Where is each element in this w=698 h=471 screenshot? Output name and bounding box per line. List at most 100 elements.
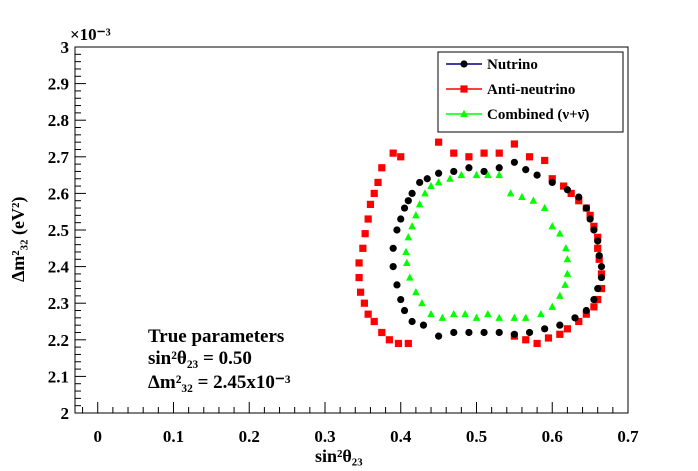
y-tick-label: 2.4 bbox=[48, 258, 70, 277]
data-point bbox=[556, 321, 564, 329]
data-point bbox=[480, 167, 488, 176]
data-point bbox=[461, 309, 469, 318]
data-point bbox=[450, 328, 458, 337]
data-point bbox=[427, 181, 435, 190]
data-point bbox=[408, 189, 416, 197]
data-point bbox=[544, 334, 553, 342]
x-axis-title: sin²θ₂₃ bbox=[315, 446, 363, 466]
data-point bbox=[495, 170, 504, 179]
data-point bbox=[594, 237, 602, 245]
annotation: True parameters sin²θ₂₃ = 0.50 Δm²₃₂ = 2… bbox=[148, 326, 291, 393]
data-point bbox=[435, 169, 443, 177]
data-point bbox=[415, 200, 424, 208]
data-point bbox=[397, 153, 405, 161]
data-point bbox=[506, 189, 515, 197]
data-point bbox=[525, 328, 534, 337]
data-point bbox=[567, 189, 575, 197]
data-point bbox=[408, 317, 416, 326]
data-point bbox=[541, 325, 549, 333]
data-point bbox=[450, 167, 458, 176]
data-point bbox=[522, 166, 530, 174]
data-point bbox=[597, 273, 606, 282]
y-tick-label: 2.1 bbox=[48, 367, 69, 386]
legend: Nutrino Anti-neutrino Combined (ν+ν̄) bbox=[437, 51, 624, 133]
data-point bbox=[556, 291, 564, 299]
annotation-line-2: sin²θ₂₃ = 0.50 bbox=[148, 348, 252, 369]
data-point bbox=[400, 204, 409, 212]
y-tick-label: 2.9 bbox=[48, 75, 69, 94]
data-point bbox=[446, 174, 454, 182]
data-point bbox=[421, 189, 429, 197]
data-point bbox=[450, 149, 458, 157]
data-point bbox=[374, 178, 382, 187]
data-point bbox=[389, 263, 397, 271]
legend-marker bbox=[460, 85, 468, 93]
data-point bbox=[397, 295, 405, 304]
data-point bbox=[393, 226, 401, 234]
data-point bbox=[408, 222, 416, 230]
x-tick-label: 0.6 bbox=[542, 427, 563, 446]
data-point bbox=[400, 306, 409, 315]
data-point bbox=[394, 339, 403, 348]
data-point bbox=[389, 244, 397, 252]
data-point bbox=[385, 336, 393, 344]
legend-marker bbox=[460, 60, 468, 68]
data-point bbox=[406, 273, 414, 281]
y-tick-label: 2 bbox=[61, 404, 70, 423]
data-point bbox=[563, 269, 572, 277]
y-axis-title: Δm²₃₂ (eV²) bbox=[8, 197, 29, 282]
data-point bbox=[449, 309, 458, 318]
series-layer bbox=[355, 138, 606, 348]
y-tick-label: 2.3 bbox=[48, 294, 69, 313]
x-tick-label: 0.1 bbox=[163, 427, 184, 446]
data-point bbox=[594, 295, 602, 304]
data-point bbox=[595, 252, 603, 260]
data-point bbox=[510, 158, 518, 166]
data-point bbox=[484, 170, 492, 179]
data-point bbox=[416, 178, 424, 187]
legend-label: Combined (ν+ν̄) bbox=[487, 107, 589, 123]
data-point bbox=[359, 244, 367, 252]
y-tick-label: 2.7 bbox=[48, 148, 70, 167]
data-point bbox=[495, 328, 503, 337]
data-point bbox=[590, 226, 598, 234]
data-point bbox=[378, 328, 386, 337]
y-tick-label: 2.8 bbox=[48, 111, 69, 130]
data-point bbox=[404, 233, 413, 241]
data-point bbox=[575, 317, 583, 326]
data-point bbox=[360, 299, 368, 307]
data-point bbox=[521, 313, 530, 321]
data-point bbox=[404, 339, 412, 348]
data-point bbox=[378, 164, 386, 172]
data-point bbox=[594, 284, 602, 293]
data-point bbox=[412, 288, 420, 296]
series-2 bbox=[402, 170, 572, 321]
data-point bbox=[537, 309, 545, 318]
data-point bbox=[510, 140, 518, 148]
data-point bbox=[563, 186, 571, 194]
data-point bbox=[575, 193, 583, 201]
data-point bbox=[366, 200, 375, 208]
data-point bbox=[435, 332, 443, 340]
data-point bbox=[563, 255, 572, 263]
x-tick-label: 0 bbox=[93, 427, 102, 446]
data-point bbox=[586, 215, 594, 223]
legend-label: Anti-neutrino bbox=[487, 82, 575, 98]
annotation-line-1: True parameters bbox=[148, 326, 284, 347]
data-point bbox=[355, 259, 363, 267]
data-point bbox=[597, 270, 606, 278]
data-point bbox=[495, 313, 504, 321]
data-point bbox=[541, 156, 549, 165]
data-point bbox=[370, 189, 378, 197]
data-point bbox=[590, 303, 598, 311]
data-point bbox=[575, 197, 583, 205]
data-point bbox=[525, 153, 534, 161]
data-point bbox=[556, 330, 564, 338]
data-point bbox=[427, 309, 435, 318]
data-point bbox=[595, 255, 603, 263]
y-tick-label: 2.6 bbox=[48, 184, 69, 203]
data-point bbox=[423, 175, 431, 183]
series-0 bbox=[389, 158, 606, 340]
data-point bbox=[480, 328, 488, 337]
